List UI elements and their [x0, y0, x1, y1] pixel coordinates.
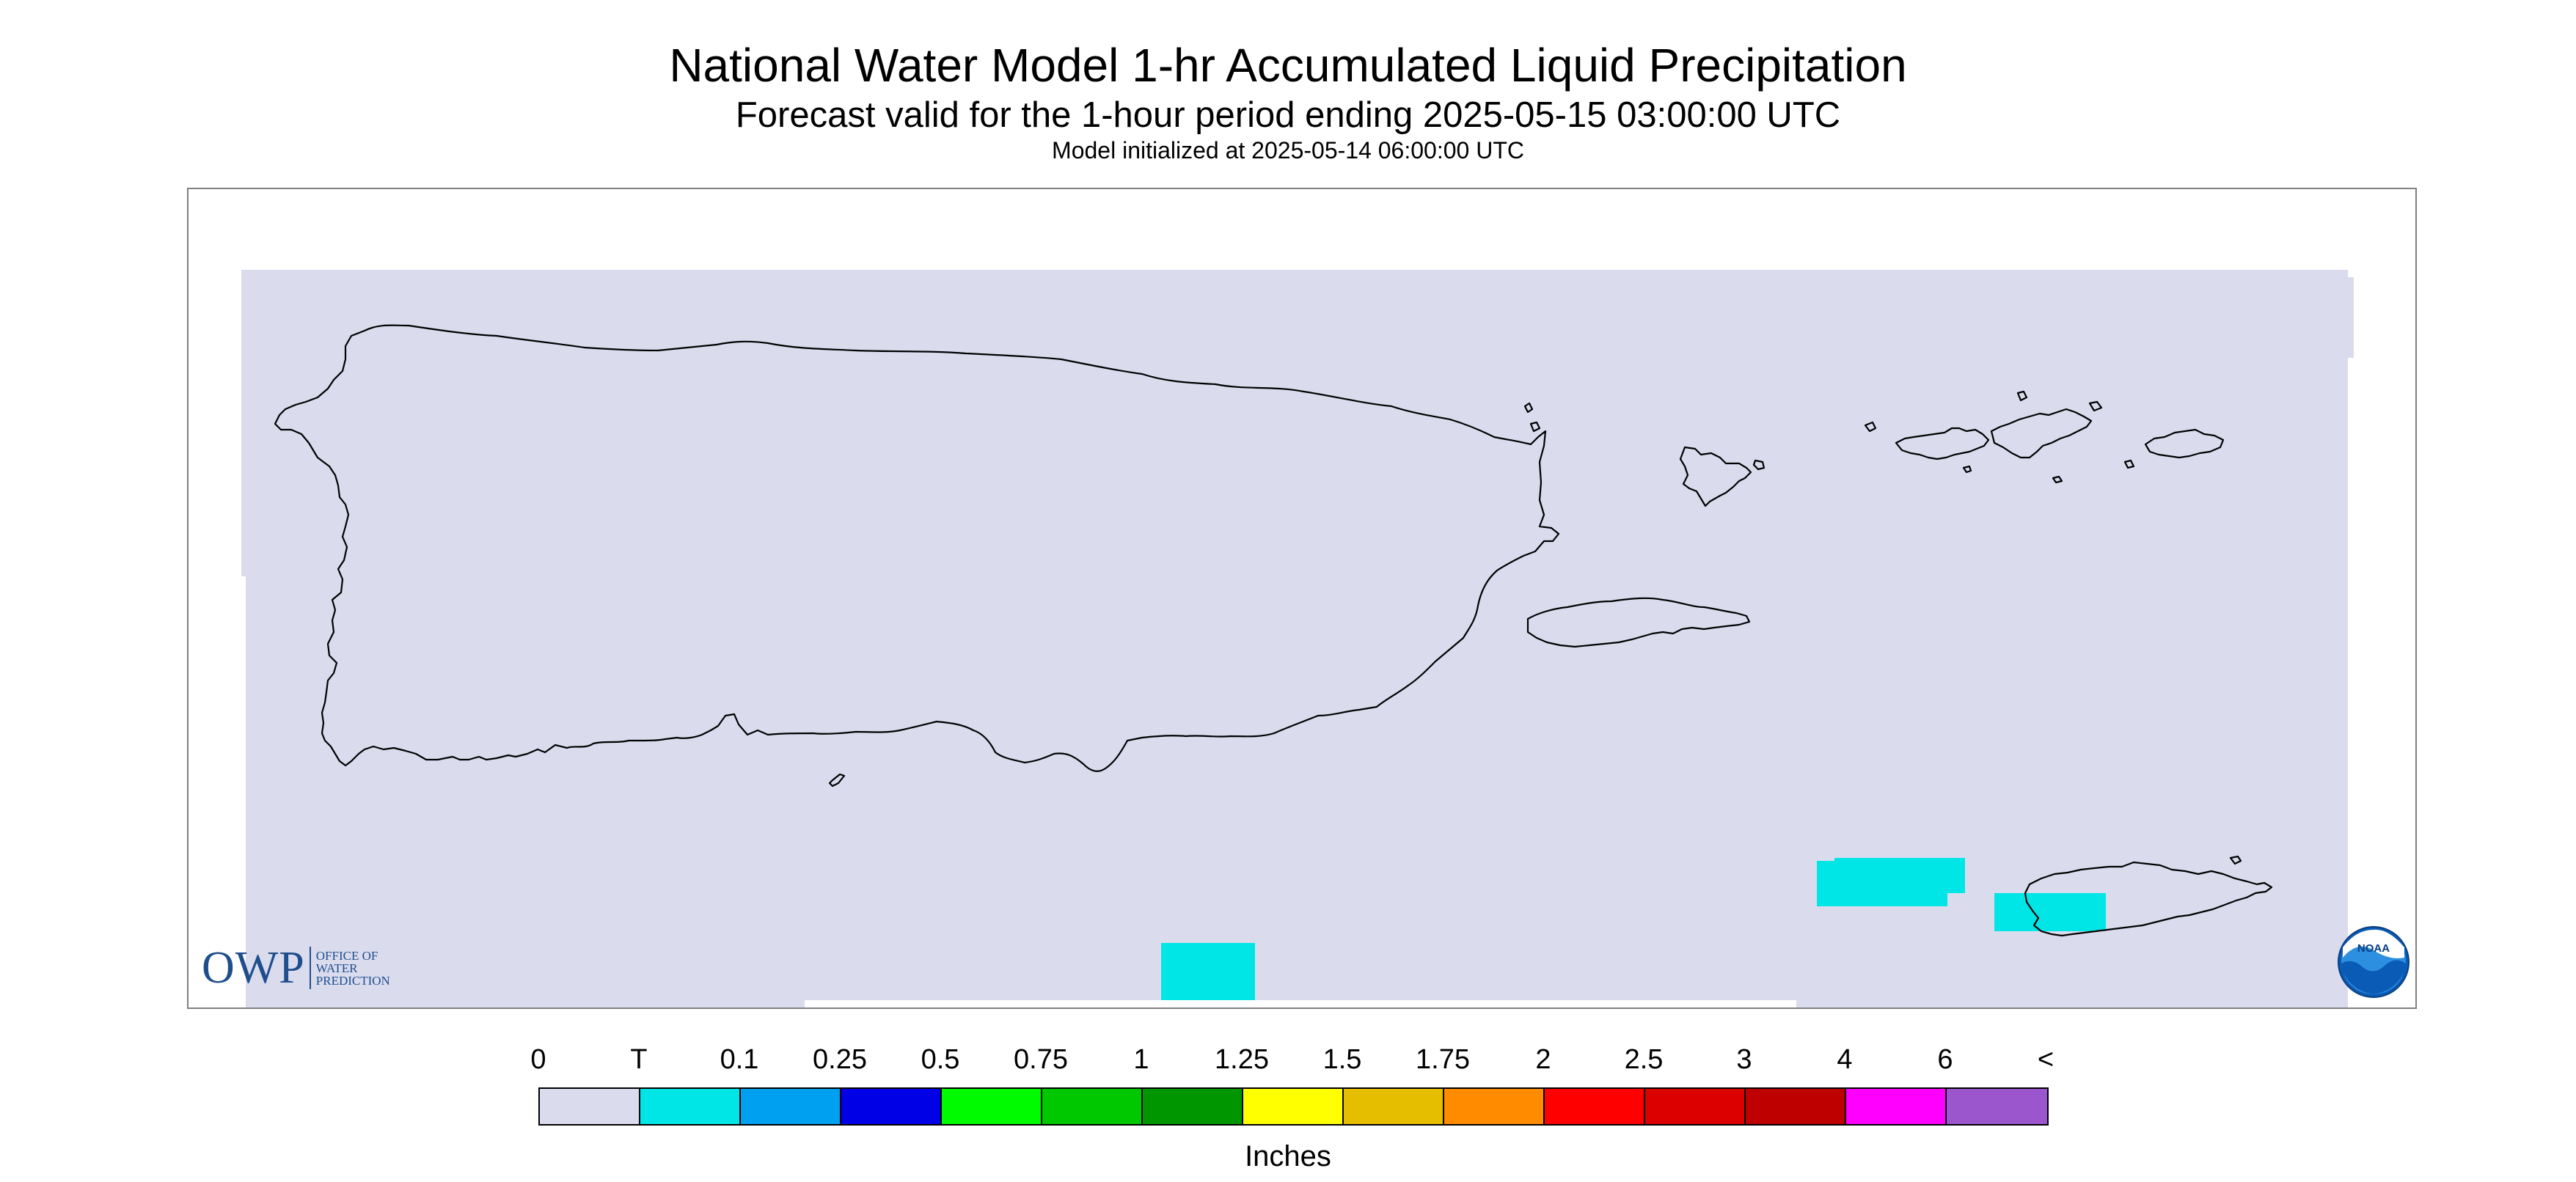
- legend-label: 0.25: [813, 1044, 867, 1075]
- legend-swatch: [741, 1089, 841, 1124]
- no-data-strip: [805, 1000, 1796, 1007]
- owp-letters: OWP: [202, 943, 305, 993]
- culebrita-coastline: [1752, 459, 1765, 471]
- owp-line-1: OFFICE OF: [315, 948, 378, 963]
- water-island-coastline: [2016, 390, 2028, 402]
- model-domain-east-strip: [2346, 277, 2354, 358]
- legend-label: 0.5: [921, 1044, 960, 1075]
- legend-swatch: [1344, 1089, 1444, 1124]
- legend-label: 2: [1535, 1044, 1551, 1075]
- owp-logo: OWP OFFICE OF WATER PREDICTION: [202, 945, 390, 991]
- st-thomas-coastline: [1895, 427, 1990, 460]
- owp-divider: [309, 947, 311, 989]
- legend-label: <: [2037, 1044, 2054, 1075]
- map-canvas: [241, 270, 2354, 1007]
- precip-cells: [1161, 858, 2106, 1000]
- legend-units: Inches: [1245, 1140, 1331, 1172]
- legend-labels: 0 T 0.1 0.25 0.5 0.75 1 1.25 1.5 1.75 2 2.5 3 4 6 <: [0, 1041, 2576, 1078]
- precipitation-map: OWP OFFICE OF WATER PREDICTION NOAA: [187, 188, 2417, 1009]
- buck-island-coastline: [2229, 855, 2242, 865]
- legend-label: 1.5: [1322, 1044, 1362, 1075]
- owp-line-3: PREDICTION: [315, 973, 390, 988]
- owp-name: OFFICE OF WATER PREDICTION: [316, 950, 390, 987]
- legend-swatch: [1645, 1089, 1746, 1124]
- st-croix-coastline: [2024, 861, 2273, 937]
- model-domain-south: [246, 575, 2348, 1007]
- legend-label: 4: [1837, 1044, 1853, 1075]
- small-islet-coastline: [1529, 421, 1541, 433]
- tortola-coastline: [2144, 428, 2225, 459]
- legend-swatch: [1746, 1089, 1846, 1124]
- model-domain-middle: [241, 356, 2348, 576]
- small-cay-2-coastline: [1962, 465, 1972, 474]
- precip-cell-trace-stcroix: [1994, 893, 2106, 931]
- owp-line-2: WATER: [315, 961, 358, 975]
- legend-swatch: [1947, 1089, 2047, 1124]
- map-title: National Water Model 1-hr Accumulated Li…: [669, 39, 1907, 92]
- small-islet-2-coastline: [1523, 402, 1534, 414]
- legend-swatch: [1042, 1089, 1143, 1124]
- virgin-gorda-coastline: [1864, 421, 1877, 433]
- legend-swatch: [1545, 1089, 1645, 1124]
- precip-cell-trace-south: [1161, 943, 1255, 1000]
- map-subtitle: Forecast valid for the 1-hour period end…: [735, 95, 1841, 135]
- legend-swatch: [1243, 1089, 1344, 1124]
- legend-swatch: [1143, 1089, 1243, 1124]
- legend-label: 0.1: [720, 1044, 759, 1075]
- culebra-coastline: [1679, 446, 1752, 507]
- legend-swatch: [841, 1089, 942, 1124]
- legend-swatch: [1444, 1089, 1545, 1124]
- caja-de-muertos-coastline: [828, 773, 846, 788]
- legend-swatch: [1846, 1089, 1947, 1124]
- legend-label: 2.5: [1624, 1044, 1664, 1075]
- small-cay-coastline: [2052, 475, 2063, 484]
- legend-label: 0.75: [1014, 1044, 1068, 1075]
- puerto-rico-coastline: [274, 324, 1560, 772]
- noaa-logo-text: NOAA: [2357, 942, 2390, 955]
- legend-swatch: [640, 1089, 741, 1124]
- precip-cell-trace-stthomas-b: [1817, 861, 1947, 906]
- small-cay-3-coastline: [2123, 459, 2135, 469]
- vieques-coastline: [1526, 597, 1751, 648]
- noaa-logo-icon: NOAA: [2338, 926, 2409, 998]
- legend-label: 3: [1736, 1044, 1752, 1075]
- legend-label: T: [630, 1044, 648, 1075]
- legend-swatch: [540, 1089, 640, 1124]
- legend-label: 1.25: [1215, 1044, 1269, 1075]
- legend-swatch: [942, 1089, 1042, 1124]
- model-domain: [241, 270, 2354, 1007]
- legend-label: 1: [1133, 1044, 1149, 1075]
- legend-colorbar: [538, 1087, 2049, 1126]
- legend-label: 6: [1937, 1044, 1953, 1075]
- legend-label: 1.75: [1416, 1044, 1470, 1075]
- model-init-time: Model initialized at 2025-05-14 06:00:00…: [1052, 137, 1524, 164]
- model-domain-north: [241, 270, 2348, 358]
- legend-label: 0: [530, 1044, 546, 1075]
- st-john-coastline: [1990, 408, 2093, 459]
- jost-van-dyke-coastline: [2088, 400, 2103, 412]
